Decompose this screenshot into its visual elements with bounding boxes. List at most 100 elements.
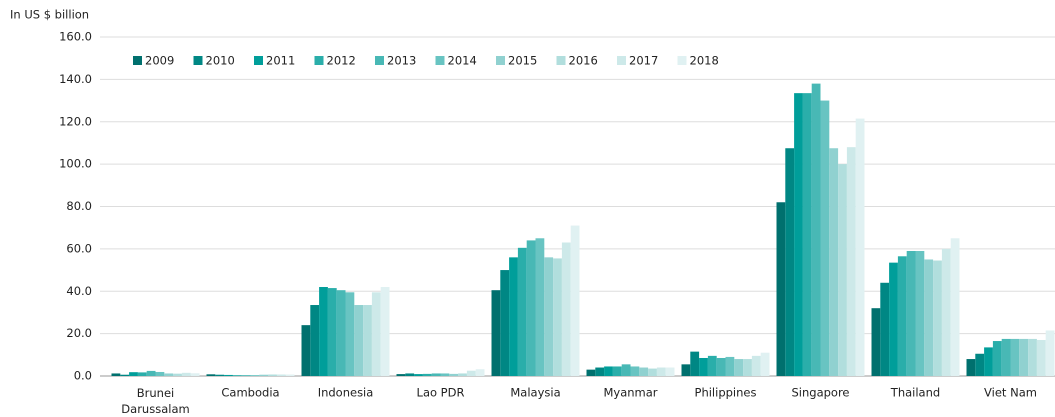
x-tick-label: Brunei Darussalam (121, 386, 189, 416)
bar (811, 83, 821, 377)
bar (544, 257, 554, 376)
legend-swatch (133, 56, 142, 65)
legend-swatch (314, 56, 324, 65)
bar (880, 282, 890, 376)
bar (829, 148, 839, 376)
bar (431, 373, 441, 376)
legend-swatch (375, 56, 384, 65)
bar (570, 225, 580, 376)
bar (449, 373, 459, 376)
bar (232, 375, 242, 376)
bar (802, 93, 812, 376)
bar (924, 259, 934, 376)
bar (120, 374, 130, 376)
bar (458, 373, 467, 376)
legend-label: 2017 (629, 54, 658, 68)
bar (345, 292, 355, 376)
bar (276, 374, 286, 376)
legend-swatch (193, 56, 203, 65)
bar (871, 308, 881, 376)
y-tick-label: 140.0 (59, 72, 92, 86)
y-tick-label: 120.0 (59, 114, 92, 128)
y-axis-label: In US $ billion (10, 8, 89, 22)
bar (440, 373, 450, 376)
bar (725, 356, 735, 376)
bar (595, 367, 605, 376)
legend-label: 2014 (448, 54, 477, 68)
bar (475, 369, 485, 376)
bar (846, 147, 856, 376)
bar (794, 93, 803, 376)
legend-swatch (254, 56, 263, 65)
bar (206, 374, 216, 376)
legend-label: 2016 (569, 54, 598, 68)
bar (363, 305, 372, 376)
bar (1036, 339, 1046, 376)
bar (137, 372, 147, 376)
bar (621, 364, 631, 376)
x-tick-label: Thailand (890, 386, 940, 400)
bar (950, 238, 960, 376)
bar (380, 287, 390, 376)
x-tick-label: Philippines (695, 386, 757, 400)
bar (173, 373, 182, 376)
bar (319, 287, 328, 376)
bar (966, 359, 976, 376)
y-tick-label: 40.0 (66, 284, 92, 298)
bar (889, 262, 898, 376)
bar (181, 372, 191, 376)
y-tick-label: 80.0 (66, 199, 92, 213)
legend-swatch (435, 56, 445, 65)
bar (855, 118, 865, 377)
bar (915, 250, 925, 376)
bar (301, 325, 311, 376)
bar (250, 375, 260, 376)
bar (612, 366, 622, 376)
bar (259, 374, 269, 376)
bar (491, 290, 501, 376)
legend-swatch (556, 56, 566, 65)
bar (630, 366, 640, 376)
bar (500, 270, 510, 376)
bar (639, 367, 649, 376)
bar (354, 305, 364, 376)
bar (405, 373, 415, 376)
bar (310, 305, 320, 376)
bar (897, 256, 907, 376)
bar (743, 359, 752, 376)
bar (509, 257, 518, 376)
bar (1045, 330, 1055, 376)
y-tick-label: 160.0 (59, 30, 92, 44)
bar (526, 240, 536, 376)
legend-label: 2013 (387, 54, 416, 68)
legend-swatch (677, 56, 687, 65)
legend-label: 2011 (266, 54, 295, 68)
bar (586, 369, 596, 376)
bar (838, 164, 847, 376)
bar (215, 374, 225, 376)
bar (604, 366, 613, 376)
bar (760, 352, 770, 376)
bar (535, 238, 545, 376)
bar (111, 373, 121, 376)
bar (933, 260, 942, 376)
bar (656, 367, 666, 376)
x-tick-label: Cambodia (221, 386, 279, 400)
y-tick-label: 0.0 (74, 369, 92, 383)
bar (285, 374, 295, 376)
bar (681, 364, 691, 376)
legend-label: 2018 (690, 54, 719, 68)
legend-swatch (617, 56, 626, 65)
legend-label: 2010 (206, 54, 235, 68)
bar (268, 374, 277, 376)
bar (164, 373, 174, 376)
bar (414, 374, 423, 376)
bar (241, 375, 251, 376)
bar (690, 351, 700, 376)
bar (1028, 338, 1037, 376)
bar (561, 242, 571, 376)
legend-label: 2009 (145, 54, 174, 68)
bar (396, 374, 406, 376)
x-tick-label: Lao PDR (417, 386, 465, 400)
